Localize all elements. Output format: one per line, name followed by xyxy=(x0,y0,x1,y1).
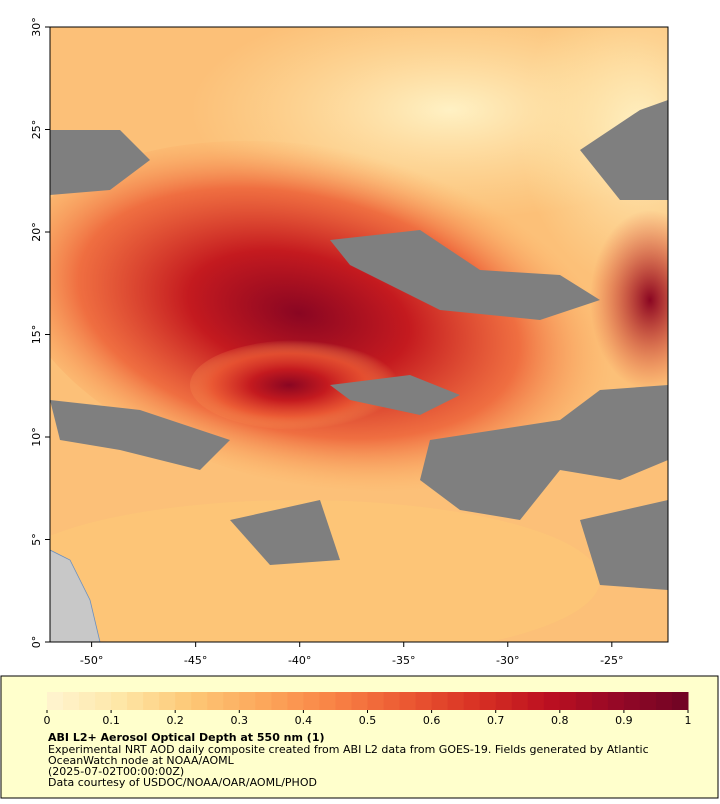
colorbar-cell xyxy=(207,692,224,710)
y-tick-label: 15° xyxy=(30,325,43,345)
colorbar-cell xyxy=(431,692,449,710)
colorbar-cell xyxy=(543,692,561,710)
land xyxy=(50,549,101,642)
colorbar-tick-label: 0.3 xyxy=(231,714,249,727)
x-tick-label: -45° xyxy=(184,654,207,667)
y-tick-label: 25° xyxy=(30,120,43,140)
colorbar-cell xyxy=(527,692,545,710)
colorbar-cell xyxy=(111,692,128,710)
colorbar-tick-label: 0.1 xyxy=(102,714,120,727)
colorbar-cell xyxy=(175,692,192,710)
colorbar-cell xyxy=(159,692,176,710)
colorbar-tick-label: 0.5 xyxy=(359,714,377,727)
colorbar-cell xyxy=(239,692,256,710)
y-tick-label: 20° xyxy=(30,222,43,242)
y-tick-label: 30° xyxy=(30,17,43,37)
colorbar-cell xyxy=(479,692,497,710)
colorbar-tick-label: 0 xyxy=(44,714,51,727)
colorbar-cell xyxy=(127,692,144,710)
colorbar-cell xyxy=(415,692,433,710)
colorbar-cell xyxy=(319,692,336,710)
description-line: OceanWatch node at NOAA/AOML xyxy=(48,754,235,767)
colorbar-tick-label: 0.6 xyxy=(423,714,441,727)
colorbar-cell xyxy=(447,692,465,710)
colorbar-cell xyxy=(591,692,609,710)
colorbar-cell xyxy=(351,692,368,710)
description-line: Experimental NRT AOD daily composite cre… xyxy=(48,743,649,756)
colorbar-cell xyxy=(143,692,160,710)
colorbar-cell xyxy=(463,692,481,710)
x-tick-label: -25° xyxy=(600,654,623,667)
map-raster xyxy=(50,27,668,642)
cloud xyxy=(50,100,668,590)
colorbar-cell xyxy=(511,692,529,710)
colorbar-cell xyxy=(671,692,689,710)
colorbar-tick-label: 0.8 xyxy=(551,714,569,727)
colorbar-cell xyxy=(639,692,657,710)
description-line: Data courtesy of USDOC/NOAA/OAR/AOML/PHO… xyxy=(48,776,317,789)
colorbar-cell xyxy=(191,692,208,710)
colorbar-cell xyxy=(559,692,577,710)
x-tick-label: -35° xyxy=(392,654,415,667)
y-tick-label: 5° xyxy=(30,533,43,546)
colorbar-cell xyxy=(367,692,385,710)
colorbar-cell xyxy=(47,692,64,710)
colorbar-tick-label: 1 xyxy=(685,714,692,727)
colorbar-cell xyxy=(335,692,352,710)
colorbar-tick-label: 0.2 xyxy=(166,714,184,727)
colorbar-cell xyxy=(63,692,80,710)
colorbar-cell xyxy=(95,692,112,710)
colorbar-cell xyxy=(287,692,304,710)
colorbar-cell xyxy=(383,692,401,710)
colorbar-cell xyxy=(303,692,320,710)
colorbar-tick-label: 0.4 xyxy=(295,714,313,727)
colorbar-cell xyxy=(655,692,673,710)
description-line: (2025-07-02T00:00:00Z) xyxy=(48,765,184,778)
colorbar-cell xyxy=(223,692,240,710)
colorbar-cell xyxy=(607,692,625,710)
colorbar-cell xyxy=(399,692,417,710)
colorbar-tick-label: 0.9 xyxy=(615,714,633,727)
y-tick-label: 10° xyxy=(30,427,43,447)
x-tick-label: -30° xyxy=(496,654,519,667)
colorbar-tick-label: 0.7 xyxy=(487,714,505,727)
y-tick-label: 0° xyxy=(30,636,43,649)
colorbar-cell xyxy=(623,692,641,710)
colorbar-cell xyxy=(255,692,272,710)
x-tick-label: -40° xyxy=(288,654,311,667)
colorbar-cell xyxy=(575,692,593,710)
colorbar-cell xyxy=(79,692,96,710)
legend-title: ABI L2+ Aerosol Optical Depth at 550 nm … xyxy=(48,731,325,744)
colorbar-cell xyxy=(271,692,288,710)
colorbar-cell xyxy=(495,692,513,710)
x-tick-label: -50° xyxy=(80,654,103,667)
